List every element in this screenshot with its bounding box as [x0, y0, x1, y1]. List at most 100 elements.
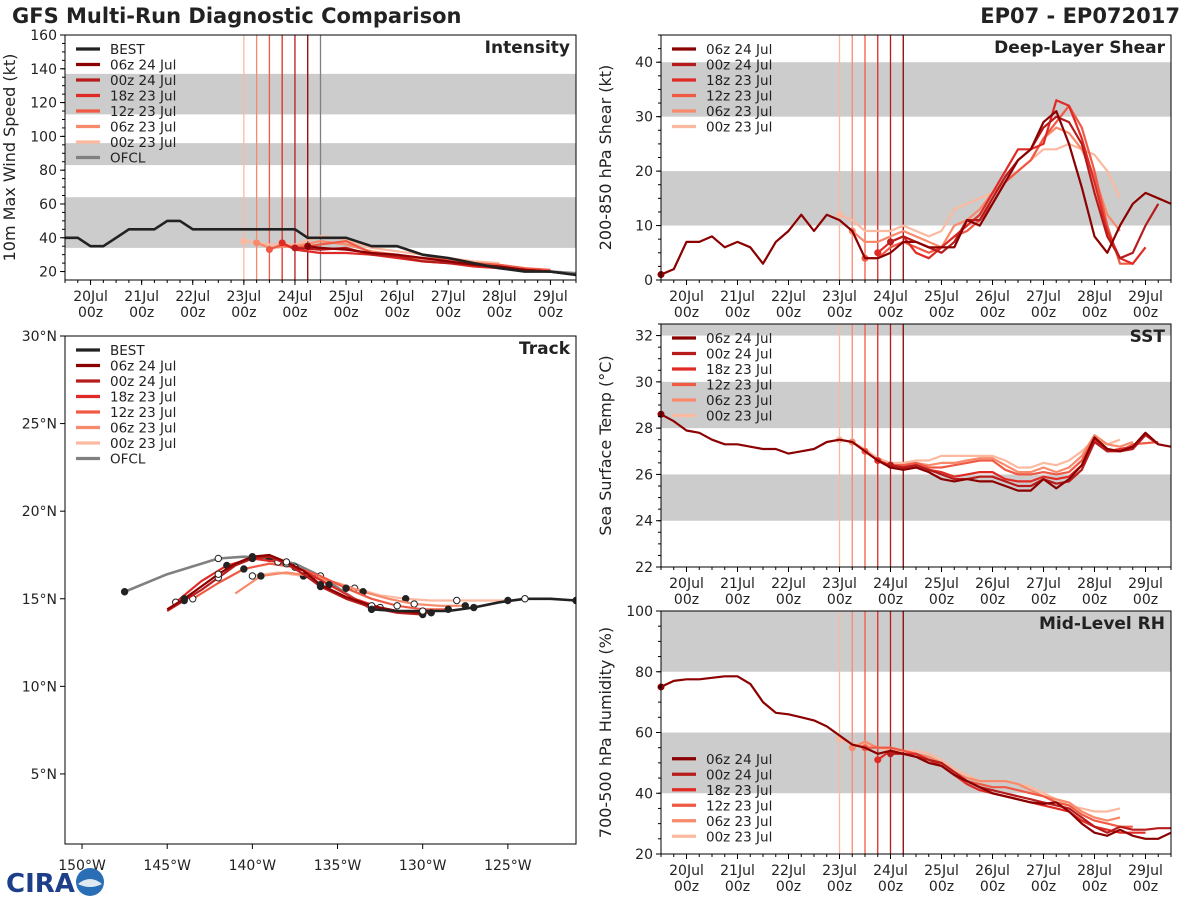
x-tick-label: 00z [78, 305, 103, 321]
series-line-06z-23-jul [234, 571, 466, 607]
track-point [521, 595, 529, 603]
series-line-00z-24-jul [890, 434, 1159, 488]
x-tick-label: 26Jul [975, 576, 1010, 592]
panel-title: Mid-Level RH [1039, 614, 1165, 634]
x-tick-label: 24Jul [873, 576, 908, 592]
series-line-00z-23-jul [839, 142, 1121, 238]
x-tick-label: 00z [231, 305, 256, 321]
y-tick-label: 80 [39, 163, 57, 179]
legend-label: 18z 23 Jul [706, 73, 772, 89]
x-tick-label: 22Jul [771, 576, 806, 592]
page-title: GFS Multi-Run Diagnostic Comparison [12, 4, 462, 28]
legend-label: 06z 24 Jul [706, 42, 772, 58]
panel-title: Deep-Layer Shear [994, 38, 1165, 58]
x-tick-label: 140°W [229, 858, 277, 874]
x-tick-label: 00z [929, 879, 954, 895]
init-point [836, 211, 843, 219]
legend-label: 12z 23 Jul [706, 798, 772, 814]
x-tick-label: 00z [385, 305, 410, 321]
x-tick-label: 00z [980, 592, 1005, 608]
legend-label: 06z 23 Jul [110, 421, 176, 437]
x-tick-label: 00z [878, 592, 903, 608]
y-tick-label: 28 [635, 421, 653, 437]
x-tick-label: 20Jul [669, 576, 704, 592]
x-tick-label: 00z [1082, 879, 1107, 895]
x-tick-label: 00z [1133, 592, 1158, 608]
y-tick-label: 100 [626, 604, 653, 620]
y-tick-label: 30 [635, 375, 653, 391]
x-tick-label: 00z [980, 305, 1005, 321]
series-line-06z-24-jul [661, 110, 1171, 276]
x-tick-label: 22Jul [771, 863, 806, 879]
x-tick-label: 130°W [399, 858, 447, 874]
y-tick-label: 80 [635, 665, 653, 681]
y-tick-label: 10 [635, 219, 653, 235]
legend-label: 00z 24 Jul [706, 767, 772, 783]
x-tick-label: 23Jul [822, 289, 857, 305]
track-point [120, 588, 129, 596]
x-tick-label: 23Jul [226, 289, 261, 305]
y-axis-label: 200-850 hPa Shear (kt) [596, 65, 615, 251]
legend-label: 06z 23 Jul [706, 393, 772, 409]
series-line-06z-24-jul [661, 413, 1171, 492]
y-tick-label: 140 [30, 62, 57, 78]
x-tick-label: 21Jul [720, 289, 755, 305]
y-tick-label: 40 [635, 55, 653, 71]
x-tick-label: 28Jul [1077, 576, 1112, 592]
x-tick-label: 00z [725, 305, 750, 321]
legend-label: BEST [110, 343, 145, 359]
track-point [410, 600, 418, 608]
x-tick-label: 27Jul [1026, 576, 1061, 592]
x-tick-label: 00z [776, 879, 801, 895]
track-point [240, 565, 248, 573]
y-tick-label: 60 [635, 726, 653, 742]
x-tick-label: 26Jul [975, 289, 1010, 305]
y-tick-label: 120 [30, 96, 57, 112]
shaded-band [661, 324, 1171, 336]
series-line-06z-24-jul [307, 245, 576, 276]
legend-label: 18z 23 Jul [110, 89, 176, 105]
legend-label: 12z 23 Jul [706, 89, 772, 105]
x-tick-label: 29Jul [1128, 863, 1163, 879]
y-tick-label: 30°N [22, 329, 57, 345]
y-tick-label: 0 [644, 273, 653, 289]
axes-frame [64, 335, 577, 845]
legend-label: OFCL [110, 452, 146, 468]
series-line-06z-24-jul [166, 553, 423, 614]
track-point [342, 584, 350, 592]
y-tick-label: 20 [635, 847, 653, 863]
x-tick-label: 28Jul [1077, 863, 1112, 879]
y-tick-label: 26 [635, 467, 653, 483]
x-tick-label: 25Jul [924, 863, 959, 879]
track-point [316, 581, 325, 589]
x-tick-label: 00z [725, 879, 750, 895]
series-line-12z-23-jul [865, 746, 1133, 828]
shaded-band [661, 381, 1171, 429]
legend-label: 18z 23 Jul [110, 390, 176, 406]
legend-label: 18z 23 Jul [706, 783, 772, 799]
x-tick-label: 00z [129, 305, 154, 321]
x-tick-label: 23Jul [822, 576, 857, 592]
y-axis-label: 10m Max Wind Speed (kt) [0, 54, 19, 262]
x-tick-label: 21Jul [720, 863, 755, 879]
y-tick-label: 10°N [22, 679, 57, 695]
x-tick-label: 24Jul [873, 289, 908, 305]
y-tick-label: 40 [39, 231, 57, 247]
x-tick-label: 29Jul [1128, 289, 1163, 305]
x-tick-label: 00z [1082, 592, 1107, 608]
legend-label: 18z 23 Jul [706, 362, 772, 378]
x-tick-label: 00z [436, 305, 461, 321]
series-line-best [65, 219, 576, 277]
init-point [253, 239, 261, 247]
legend-label: 06z 24 Jul [706, 331, 772, 347]
series-line-00z-23-jul [839, 438, 1121, 469]
legend-label: 06z 24 Jul [110, 359, 176, 375]
init-point [265, 246, 273, 254]
x-tick-label: 00z [1133, 879, 1158, 895]
x-tick-label: 00z [1031, 592, 1056, 608]
series-line-00z-24-jul [890, 752, 1171, 834]
legend-label: 00z 24 Jul [706, 347, 772, 363]
x-tick-label: 26Jul [380, 289, 415, 305]
y-axis-label: Sea Surface Temp (°C) [596, 355, 615, 535]
x-tick-label: 20Jul [73, 289, 108, 305]
